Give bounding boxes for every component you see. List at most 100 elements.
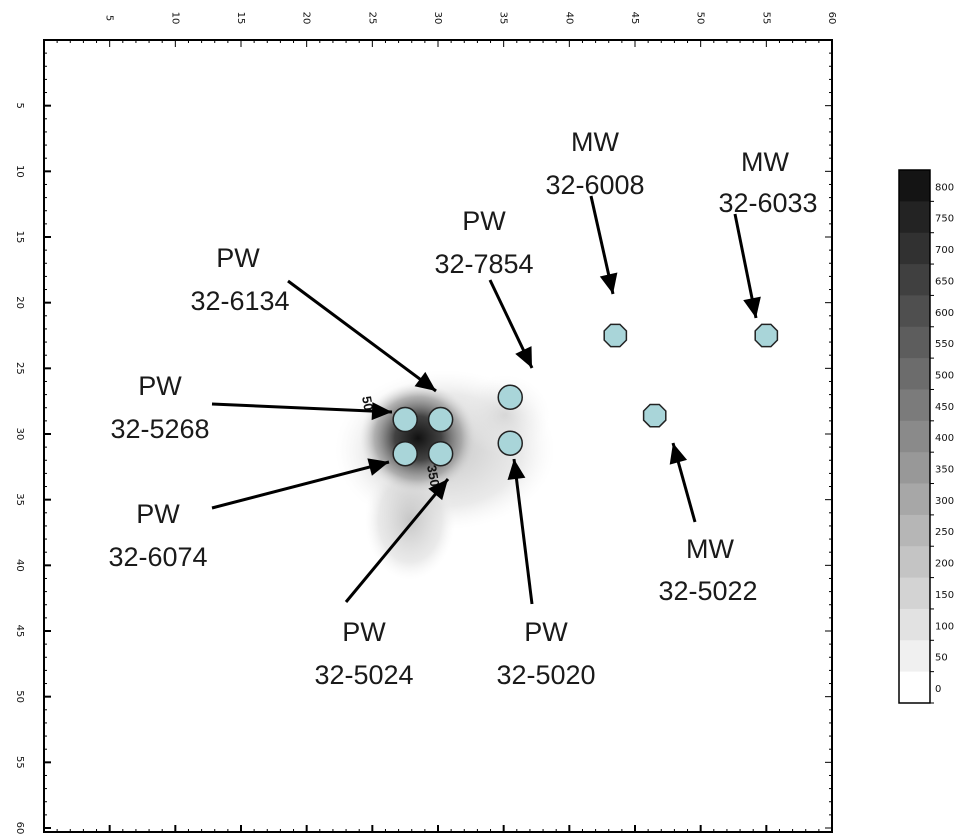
well-label-number: 32-6134 [190,286,289,316]
well-label-type: MW [571,127,619,157]
y-tick-label: 20 [14,296,25,309]
legend-swatch [899,546,930,579]
well-label-type: PW [524,617,568,647]
well-label-number: 32-6008 [545,170,644,200]
y-tick-label: 30 [14,428,25,441]
plume-east-lobe [460,375,550,455]
legend-label: 600 [935,308,954,319]
legend-swatch [899,358,930,390]
well-label-type: PW [136,499,180,529]
x-tick-label: 15 [235,12,246,25]
well-marker-pw-32-5268[interactable] [392,406,418,433]
well-label-type: PW [342,617,386,647]
well-label-number: 32-5022 [658,576,757,606]
well-label-type: MW [741,147,789,177]
legend-label: 800 [935,182,954,193]
legend-swatch [899,452,930,485]
well-label-number: 32-6074 [108,542,207,572]
legend-label: 500 [935,370,954,381]
well-label-number: 32-7854 [434,249,533,279]
legend-label: 450 [935,402,954,413]
x-tick-label: 35 [498,12,509,25]
concentration-legend: 8007507006506005505004504003503002502001… [898,169,954,704]
annotation-arrowhead [367,458,389,476]
y-tick-label: 50 [14,690,25,703]
map-frame [43,39,833,833]
legend-label: 150 [935,590,954,601]
legend-swatch [899,201,930,234]
well-marker-pw-32-6074[interactable] [392,440,418,467]
legend-swatch [899,389,930,422]
annotation-arrows [211,195,761,605]
legend-border [898,169,931,704]
legend-label: 700 [935,245,954,256]
well-marker-mw-32-5022[interactable] [642,403,667,428]
x-tick-label: 25 [366,12,377,25]
y-tick-label: 10 [14,165,25,178]
x-tick-label: 5 [104,15,115,21]
y-tick-label: 45 [14,625,25,638]
well-marker-pw-32-6134[interactable] [427,406,454,433]
x-tick-label: 20 [301,12,312,25]
legend-label: 550 [935,339,954,350]
well-label-type: PW [462,206,506,236]
legend-swatch [899,420,930,453]
legend-label: 350 [935,465,954,476]
legend-swatch [899,640,930,673]
annotation-arrowhead [599,272,618,294]
y-tick-label: 40 [14,559,25,572]
legend-label: 50 [935,653,948,664]
x-tick-label: 60 [826,12,837,25]
well-marker-pw-32-5024[interactable] [427,440,454,467]
annotation-arrow [344,478,450,603]
legend-swatch [899,483,930,516]
y-tick-label: 15 [14,231,25,244]
x-tick-label: 55 [760,12,771,25]
well-marker-mw-32-6008[interactable] [603,323,628,348]
annotation-arrowhead [515,346,532,368]
x-tick-label: 40 [563,12,574,25]
y-tick-labels: 5 10 15 20 25 30 35 40 45 50 55 60 [14,102,25,834]
well-label-type: MW [686,534,734,564]
well-marker-pw-32-7854[interactable] [497,384,523,410]
annotation-arrow [211,402,393,414]
well-label-number: 32-5268 [110,414,209,444]
legend-label: 100 [935,621,954,632]
annotation-arrow [287,279,437,393]
well-label-number: 32-6033 [718,188,817,218]
legend-label: 300 [935,496,954,507]
y-tick-label: 35 [14,493,25,506]
well-marker-mw-32-6033[interactable] [754,323,779,348]
legend-label: 0 [935,684,941,695]
legend-label: 650 [935,276,954,287]
well-label-number: 32-5020 [496,660,595,690]
legend-swatch [899,295,930,328]
plume-core [360,383,476,493]
legend-label: 400 [935,433,954,444]
well-markers [392,323,779,467]
annotation-arrowhead [371,402,392,421]
legend-swatch [899,232,930,265]
annotation-arrowhead [507,459,526,480]
legend-swatch [899,326,930,359]
y-tick-label: 55 [14,756,25,769]
well-marker-pw-32-5020[interactable] [497,430,523,456]
legend-swatch [899,264,930,296]
x-tick-labels: 5 10 15 20 25 30 35 40 45 50 55 60 [104,12,837,25]
legend-swatch [899,608,930,641]
x-tick-label: 45 [629,12,640,25]
well-labels: PW 32-6134 PW 32-5268 PW 32-6074 PW 32-5… [108,127,817,690]
y-tick-label: 5 [14,102,25,108]
legend-label: 250 [935,527,954,538]
x-tick-label: 10 [169,12,180,25]
x-tick-label: 30 [432,12,443,25]
annotation-arrowhead [428,479,448,501]
annotation-arrowhead [669,443,688,465]
legend-label: 750 [935,214,954,225]
well-label-type: PW [138,371,182,401]
well-label-type: PW [216,243,260,273]
annotation-arrow [512,458,534,605]
contour-label-350: 350 [424,464,443,488]
contour-label-50: 50 [359,395,376,412]
annotation-arrowhead [414,371,436,391]
